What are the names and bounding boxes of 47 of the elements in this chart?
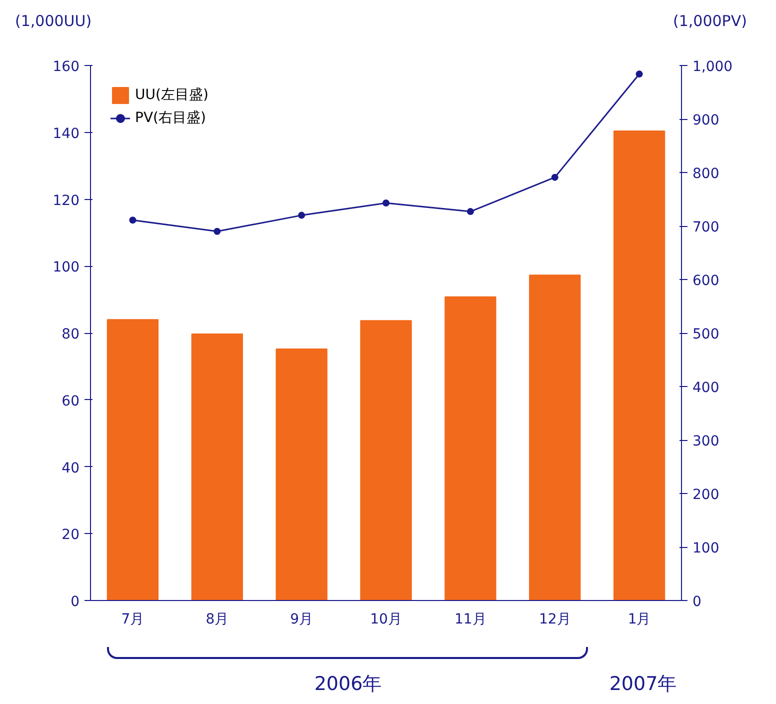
y2-tick-label: 900 (692, 112, 720, 128)
y-tick-label: 100 (52, 260, 80, 276)
y2-tick-label: 400 (692, 380, 720, 396)
x-tick-label: 12月 (538, 612, 571, 628)
point (298, 212, 306, 219)
legend-label: PV(右目盛) (135, 109, 206, 127)
y-tick-label: 40 (62, 460, 80, 476)
point (636, 70, 643, 78)
bar (613, 130, 666, 600)
y2-tick-label: 100 (692, 540, 720, 556)
y2-tick-label: 500 (692, 326, 720, 342)
y2-tick-label: 0 (692, 594, 702, 610)
bar (360, 320, 412, 600)
x-tick-label: 1月 (628, 612, 651, 628)
legend-label: UU(左目盛) (135, 86, 208, 104)
point (551, 174, 558, 181)
text: 2007年 (609, 672, 677, 697)
text: 2006年 (314, 672, 382, 697)
x-tick-label: 7月 (121, 612, 144, 628)
y2-tick-label: 200 (692, 487, 720, 503)
y-tick-label: 80 (62, 326, 80, 342)
y2-tick-label: 600 (692, 273, 720, 289)
x-tick-label: 8月 (206, 612, 229, 628)
bar (106, 319, 159, 600)
point (129, 216, 136, 224)
x-tick-label: 10月 (370, 612, 402, 628)
y-tick-label: 140 (52, 126, 80, 142)
y-axis-title: (1,000UU) (15, 11, 92, 32)
y-tick-label: 60 (62, 393, 80, 410)
bar (276, 348, 328, 600)
bar (529, 274, 581, 600)
point (214, 228, 221, 235)
y-tick-label: 20 (62, 527, 80, 544)
y-tick-label: 160 (52, 59, 80, 75)
bar (444, 296, 496, 600)
y-tick-label: 0 (70, 594, 80, 610)
x-tick-label: 9月 (290, 612, 314, 628)
x-tick-label: 11月 (454, 612, 486, 628)
point (382, 200, 390, 206)
y2-tick-label: 700 (692, 220, 720, 236)
y2-axis-title: (1,000PV) (673, 11, 747, 32)
bar (191, 334, 243, 600)
y2-tick-label: 300 (692, 434, 720, 450)
point (466, 208, 474, 216)
y-tick-label: 120 (52, 192, 80, 209)
y2-tick-label: 1,000 (692, 59, 733, 75)
y2-tick-label: 800 (692, 166, 720, 182)
